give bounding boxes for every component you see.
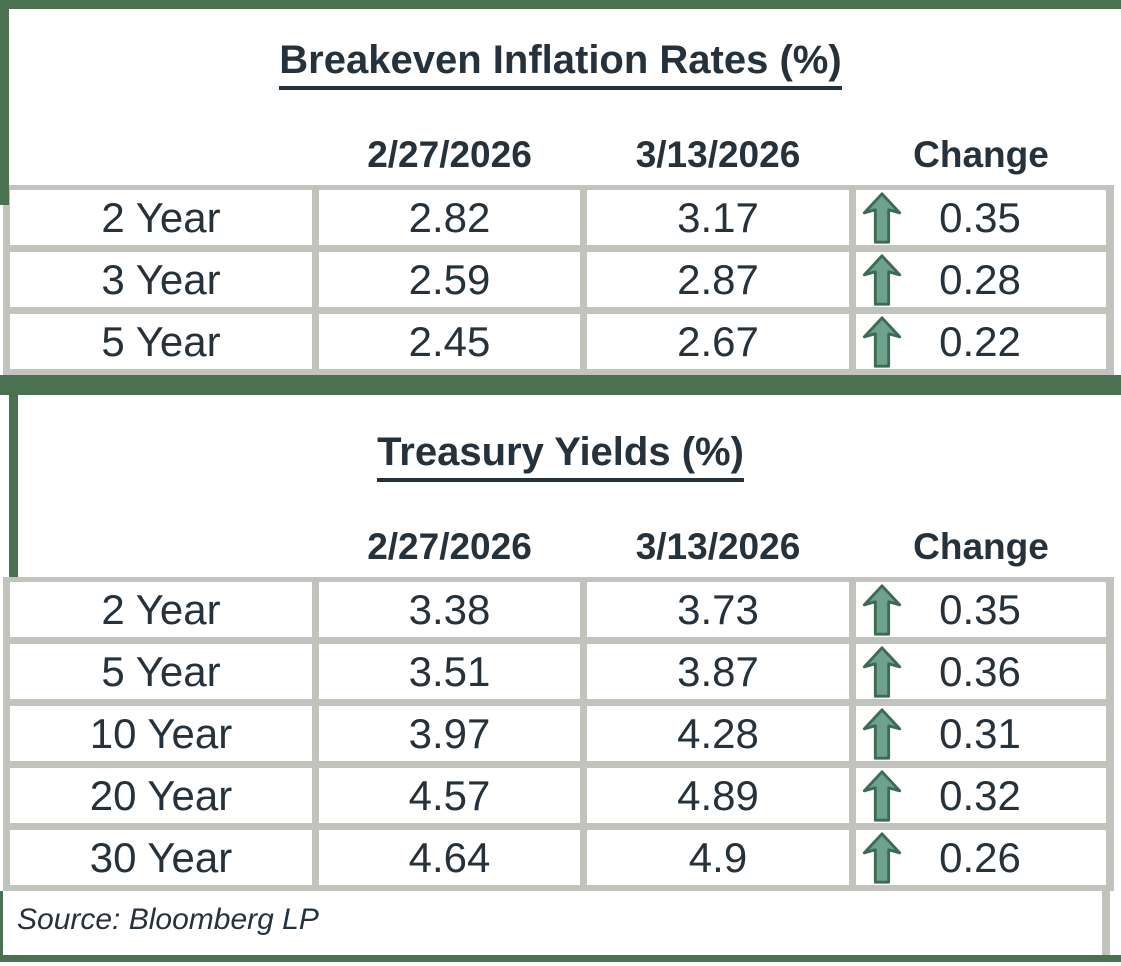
up-arrow-icon [862,253,902,306]
treasury-table: 2 Year 3.38 3.73 0.35 5 Year 3.51 3.87 0… [3,577,1114,891]
table-row-label: 5 Year [10,644,312,699]
treasury-header-blank [10,525,312,569]
treasury-title-text: Treasury Yields (%) [377,430,744,482]
table-cell-date2: 2.67 [587,314,849,369]
left-green-border-source [0,891,3,962]
treasury-header-change: Change [913,526,1049,567]
table-row-label: 2 Year [10,582,312,637]
change-value: 0.35 [939,585,1021,633]
breakeven-header-row: 2/27/2026 3/13/2026 Change [3,133,1114,177]
breakeven-header-date1: 2/27/2026 [367,134,532,175]
table-cell-date1: 4.64 [319,830,580,885]
table-row-label: 2 Year [10,190,312,245]
table-cell-date1: 3.51 [319,644,580,699]
table-row-label: 30 Year [10,830,312,885]
table-cell-date2: 3.17 [587,190,849,245]
table-row-label: 20 Year [10,768,312,823]
table-row-label: 5 Year [10,314,312,369]
change-value: 0.36 [939,647,1021,695]
table-cell-change: 0.35 [856,582,1106,637]
bottom-green-border [0,955,1121,962]
table-cell-date2: 2.87 [587,252,849,307]
table-cell-date2: 4.89 [587,768,849,823]
green-divider [0,375,1121,395]
top-green-border [0,0,1121,9]
breakeven-table-title: Breakeven Inflation Rates (%) [0,37,1121,90]
table-cell-date2: 4.9 [587,830,849,885]
table-cell-date1: 4.57 [319,768,580,823]
table-cell-date1: 3.97 [319,706,580,761]
table-cell-date1: 2.45 [319,314,580,369]
table-cell-change: 0.36 [856,644,1106,699]
change-value: 0.26 [939,833,1021,881]
table-cell-date2: 3.87 [587,644,849,699]
table-cell-change: 0.22 [856,314,1106,369]
table-cell-date1: 2.82 [319,190,580,245]
change-value: 0.32 [939,771,1021,819]
table-row-label: 3 Year [10,252,312,307]
up-arrow-icon [862,315,902,368]
table-row-label: 10 Year [10,706,312,761]
breakeven-header-change: Change [913,134,1049,175]
treasury-table-title: Treasury Yields (%) [0,429,1121,482]
source-row: Source: Bloomberg LP [0,891,1110,955]
table-cell-date1: 3.38 [319,582,580,637]
change-value: 0.22 [939,317,1021,365]
breakeven-header-blank [10,133,312,177]
treasury-header-date2: 3/13/2026 [635,526,801,567]
breakeven-header-date2: 3/13/2026 [635,134,801,175]
up-arrow-icon [862,645,902,698]
table-cell-change: 0.28 [856,252,1106,307]
source-text: Source: Bloomberg LP [17,903,319,936]
table-cell-change: 0.35 [856,190,1106,245]
change-value: 0.28 [939,255,1021,303]
table-cell-change: 0.31 [856,706,1106,761]
table-cell-date2: 4.28 [587,706,849,761]
up-arrow-icon [862,831,902,884]
up-arrow-icon [862,769,902,822]
up-arrow-icon [862,583,902,636]
breakeven-title-text: Breakeven Inflation Rates (%) [279,38,842,90]
table-cell-date1: 2.59 [319,252,580,307]
change-value: 0.35 [939,193,1021,241]
breakeven-table: 2 Year 2.82 3.17 0.35 3 Year 2.59 2.87 0… [3,185,1114,375]
table-cell-date2: 3.73 [587,582,849,637]
table-cell-change: 0.32 [856,768,1106,823]
change-value: 0.31 [939,709,1021,757]
treasury-header-row: 2/27/2026 3/13/2026 Change [3,525,1114,569]
up-arrow-icon [862,191,902,244]
up-arrow-icon [862,707,902,760]
left-green-border-table1 [0,0,9,205]
table-cell-change: 0.26 [856,830,1106,885]
left-green-border-table2 [9,395,18,577]
treasury-header-date1: 2/27/2026 [367,526,532,567]
